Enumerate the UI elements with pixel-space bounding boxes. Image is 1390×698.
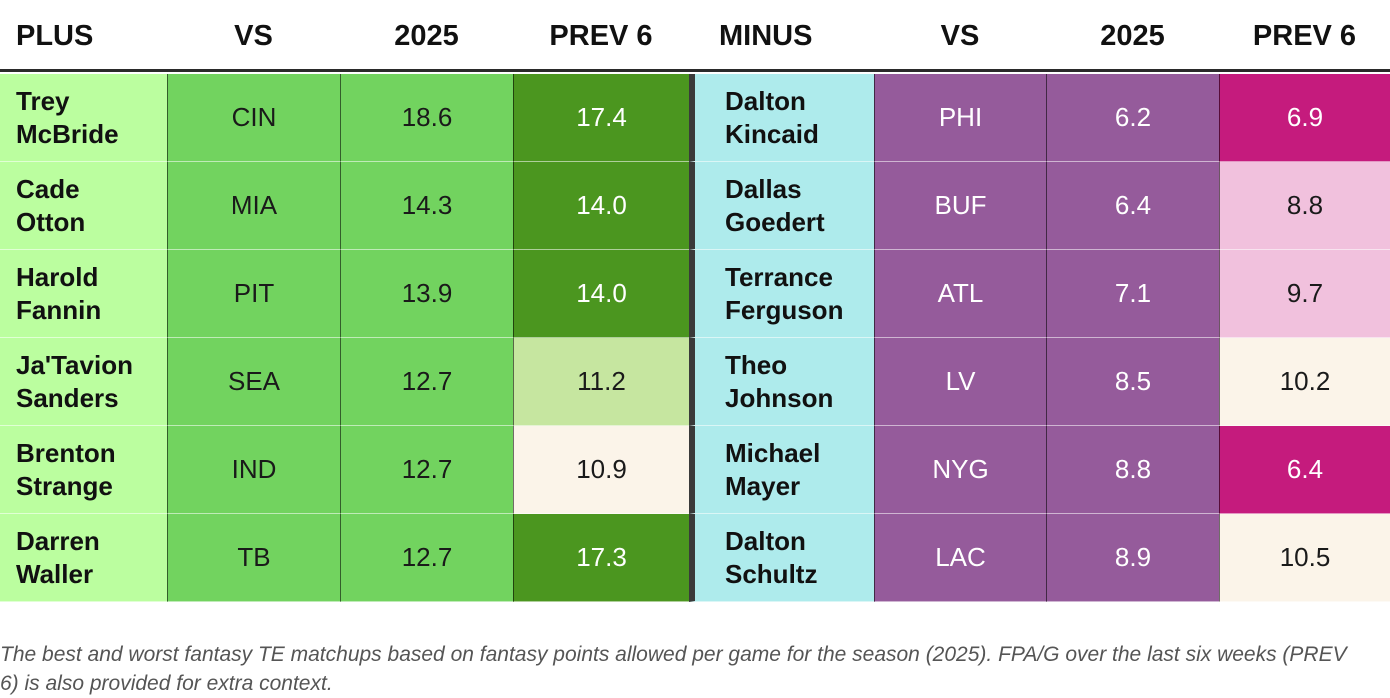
minus-prev6-value: 10.2 xyxy=(1219,338,1390,426)
minus-2025-value: 6.2 xyxy=(1046,74,1219,162)
header-plus: PLUS xyxy=(16,20,94,52)
minus-prev6-value: 9.7 xyxy=(1219,250,1390,338)
table-row: Trey McBride CIN 18.6 17.4 Dalton Kincaid PHI… xyxy=(0,74,1390,162)
plus-prev6-value: 10.9 xyxy=(513,426,689,514)
plus-prev6-value: 11.2 xyxy=(513,338,689,426)
plus-2025-value: 12.7 xyxy=(340,514,513,602)
plus-player: Brenton Strange xyxy=(0,426,167,514)
table-row: Brenton Strange IND 12.7 10.9 Michael Mayer N… xyxy=(0,426,1390,514)
minus-opponent: PHI xyxy=(874,74,1046,162)
minus-2025-value: 8.9 xyxy=(1046,514,1219,602)
table-row: Cade Otton MIA 14.3 14.0 Dallas Goedert BUF 6.… xyxy=(0,162,1390,250)
header-2025-plus: 2025 xyxy=(394,20,459,52)
plus-prev6-value: 14.0 xyxy=(513,162,689,250)
plus-player: Cade Otton xyxy=(0,162,167,250)
minus-player: Michael Mayer xyxy=(689,426,874,514)
minus-opponent: LAC xyxy=(874,514,1046,602)
plus-2025-value: 12.7 xyxy=(340,338,513,426)
minus-player: Dalton Schultz xyxy=(689,514,874,602)
minus-2025-value: 6.4 xyxy=(1046,162,1219,250)
plus-player: Harold Fannin xyxy=(0,250,167,338)
minus-opponent: LV xyxy=(874,338,1046,426)
plus-prev6-value: 14.0 xyxy=(513,250,689,338)
table-header: PLUS VS 2025 PREV 6 MINUS VS 2025 PREV 6 xyxy=(0,0,1390,72)
table-row: Darren Waller TB 12.7 17.3 Dalton Schultz LAC… xyxy=(0,514,1390,602)
table-row: Ja'Tavion Sanders SEA 12.7 11.2 Theo Johnson… xyxy=(0,338,1390,426)
header-minus: MINUS xyxy=(719,20,813,52)
minus-prev6-value: 6.4 xyxy=(1219,426,1390,514)
plus-opponent: TB xyxy=(167,514,340,602)
plus-prev6-value: 17.3 xyxy=(513,514,689,602)
header-2025-minus: 2025 xyxy=(1100,20,1165,52)
plus-2025-value: 13.9 xyxy=(340,250,513,338)
minus-prev6-value: 8.8 xyxy=(1219,162,1390,250)
header-vs-minus: VS xyxy=(940,20,980,52)
minus-opponent: BUF xyxy=(874,162,1046,250)
plus-prev6-value: 17.4 xyxy=(513,74,689,162)
header-prev6-minus: PREV 6 xyxy=(1252,20,1357,52)
minus-opponent: NYG xyxy=(874,426,1046,514)
plus-player: Ja'Tavion Sanders xyxy=(0,338,167,426)
plus-opponent: SEA xyxy=(167,338,340,426)
minus-player: Theo Johnson xyxy=(689,338,874,426)
plus-2025-value: 18.6 xyxy=(340,74,513,162)
minus-2025-value: 8.8 xyxy=(1046,426,1219,514)
header-vs-plus: VS xyxy=(234,20,273,52)
minus-2025-value: 8.5 xyxy=(1046,338,1219,426)
plus-opponent: CIN xyxy=(167,74,340,162)
plus-2025-value: 12.7 xyxy=(340,426,513,514)
minus-player: Dallas Goedert xyxy=(689,162,874,250)
plus-player: Darren Waller xyxy=(0,514,167,602)
plus-opponent: MIA xyxy=(167,162,340,250)
minus-prev6-value: 10.5 xyxy=(1219,514,1390,602)
minus-player: Dalton Kincaid xyxy=(689,74,874,162)
plus-opponent: IND xyxy=(167,426,340,514)
plus-player: Trey McBride xyxy=(0,74,167,162)
minus-opponent: ATL xyxy=(874,250,1046,338)
matchup-table: Trey McBride CIN 18.6 17.4 Dalton Kincaid PHI… xyxy=(0,74,1390,602)
header-prev6-plus: PREV 6 xyxy=(549,20,653,52)
table-caption: The best and worst fantasy TE matchups b… xyxy=(0,643,1347,695)
table-row: Harold Fannin PIT 13.9 14.0 Terrance Ferguso… xyxy=(0,250,1390,338)
minus-player: Terrance Ferguson xyxy=(689,250,874,338)
minus-2025-value: 7.1 xyxy=(1046,250,1219,338)
minus-prev6-value: 6.9 xyxy=(1219,74,1390,162)
plus-opponent: PIT xyxy=(167,250,340,338)
plus-2025-value: 14.3 xyxy=(340,162,513,250)
